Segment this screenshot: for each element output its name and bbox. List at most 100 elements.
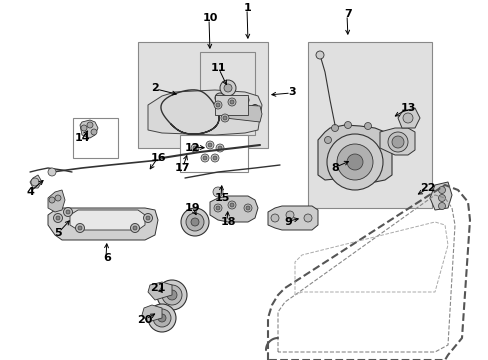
Circle shape xyxy=(55,195,61,201)
Circle shape xyxy=(213,156,217,160)
Text: 5: 5 xyxy=(54,228,61,238)
Circle shape xyxy=(251,104,258,112)
Bar xyxy=(307,42,431,208)
Circle shape xyxy=(218,146,222,150)
Circle shape xyxy=(223,116,226,120)
Circle shape xyxy=(229,203,234,207)
Circle shape xyxy=(227,201,236,209)
Bar xyxy=(200,52,254,135)
Circle shape xyxy=(285,211,293,219)
Circle shape xyxy=(402,113,412,123)
Circle shape xyxy=(387,132,407,152)
Circle shape xyxy=(146,216,150,220)
Circle shape xyxy=(244,204,251,212)
Bar xyxy=(138,42,267,148)
Circle shape xyxy=(438,202,445,210)
Text: 16: 16 xyxy=(150,153,165,163)
Polygon shape xyxy=(215,95,247,115)
Text: 17: 17 xyxy=(174,163,189,173)
Circle shape xyxy=(344,122,351,129)
Polygon shape xyxy=(48,208,158,240)
Circle shape xyxy=(214,101,222,109)
Circle shape xyxy=(336,144,372,180)
Circle shape xyxy=(391,136,403,148)
Circle shape xyxy=(56,216,60,220)
Circle shape xyxy=(346,154,362,170)
Text: 15: 15 xyxy=(214,193,229,203)
Text: 6: 6 xyxy=(103,253,111,263)
Polygon shape xyxy=(429,182,451,210)
Text: 3: 3 xyxy=(287,87,295,97)
Circle shape xyxy=(157,280,186,310)
Circle shape xyxy=(158,314,165,322)
Circle shape xyxy=(229,100,234,104)
Circle shape xyxy=(87,122,93,128)
Circle shape xyxy=(220,80,236,96)
Circle shape xyxy=(304,214,311,222)
Circle shape xyxy=(31,178,39,186)
Polygon shape xyxy=(397,108,419,128)
Circle shape xyxy=(63,207,72,216)
Circle shape xyxy=(438,194,445,202)
Circle shape xyxy=(205,141,214,149)
Circle shape xyxy=(49,197,55,203)
Circle shape xyxy=(216,144,224,152)
Text: 13: 13 xyxy=(400,103,415,113)
Text: 10: 10 xyxy=(202,13,217,23)
Polygon shape xyxy=(70,210,145,230)
Polygon shape xyxy=(379,128,414,155)
Text: 9: 9 xyxy=(284,217,291,227)
Polygon shape xyxy=(267,206,317,230)
Circle shape xyxy=(201,154,208,162)
Circle shape xyxy=(181,208,208,236)
Circle shape xyxy=(270,214,279,222)
Circle shape xyxy=(210,154,219,162)
Text: 11: 11 xyxy=(210,63,225,73)
Circle shape xyxy=(224,84,231,92)
Circle shape xyxy=(315,51,324,59)
Circle shape xyxy=(326,134,382,190)
Polygon shape xyxy=(148,282,172,300)
Polygon shape xyxy=(80,120,98,138)
Circle shape xyxy=(148,304,176,332)
Polygon shape xyxy=(218,104,262,122)
Polygon shape xyxy=(30,175,42,188)
Text: 22: 22 xyxy=(419,183,435,193)
Text: 14: 14 xyxy=(74,133,90,143)
Text: 12: 12 xyxy=(184,143,199,153)
Circle shape xyxy=(241,96,248,104)
Circle shape xyxy=(48,168,56,176)
Circle shape xyxy=(167,290,177,300)
Circle shape xyxy=(214,204,222,212)
Circle shape xyxy=(213,187,223,197)
Polygon shape xyxy=(317,125,391,182)
Circle shape xyxy=(207,143,212,147)
Circle shape xyxy=(81,125,87,131)
Text: 21: 21 xyxy=(150,283,165,293)
Circle shape xyxy=(130,224,139,233)
Circle shape xyxy=(133,226,137,230)
Circle shape xyxy=(162,285,182,305)
Text: 4: 4 xyxy=(26,187,34,197)
Circle shape xyxy=(216,206,220,210)
Circle shape xyxy=(193,146,197,150)
Polygon shape xyxy=(48,190,65,212)
Text: 19: 19 xyxy=(184,203,200,213)
Text: 1: 1 xyxy=(244,3,251,13)
Circle shape xyxy=(78,226,82,230)
Text: 18: 18 xyxy=(220,217,235,227)
Circle shape xyxy=(216,103,220,107)
Circle shape xyxy=(53,213,62,222)
Circle shape xyxy=(227,98,236,106)
Circle shape xyxy=(66,210,70,214)
Circle shape xyxy=(245,206,249,210)
Text: 2: 2 xyxy=(151,83,159,93)
Circle shape xyxy=(153,309,171,327)
Circle shape xyxy=(191,218,199,226)
Bar xyxy=(73,118,118,158)
Circle shape xyxy=(75,224,84,233)
Text: 8: 8 xyxy=(330,163,338,173)
Circle shape xyxy=(324,136,331,144)
Circle shape xyxy=(185,213,203,231)
Circle shape xyxy=(438,186,445,194)
